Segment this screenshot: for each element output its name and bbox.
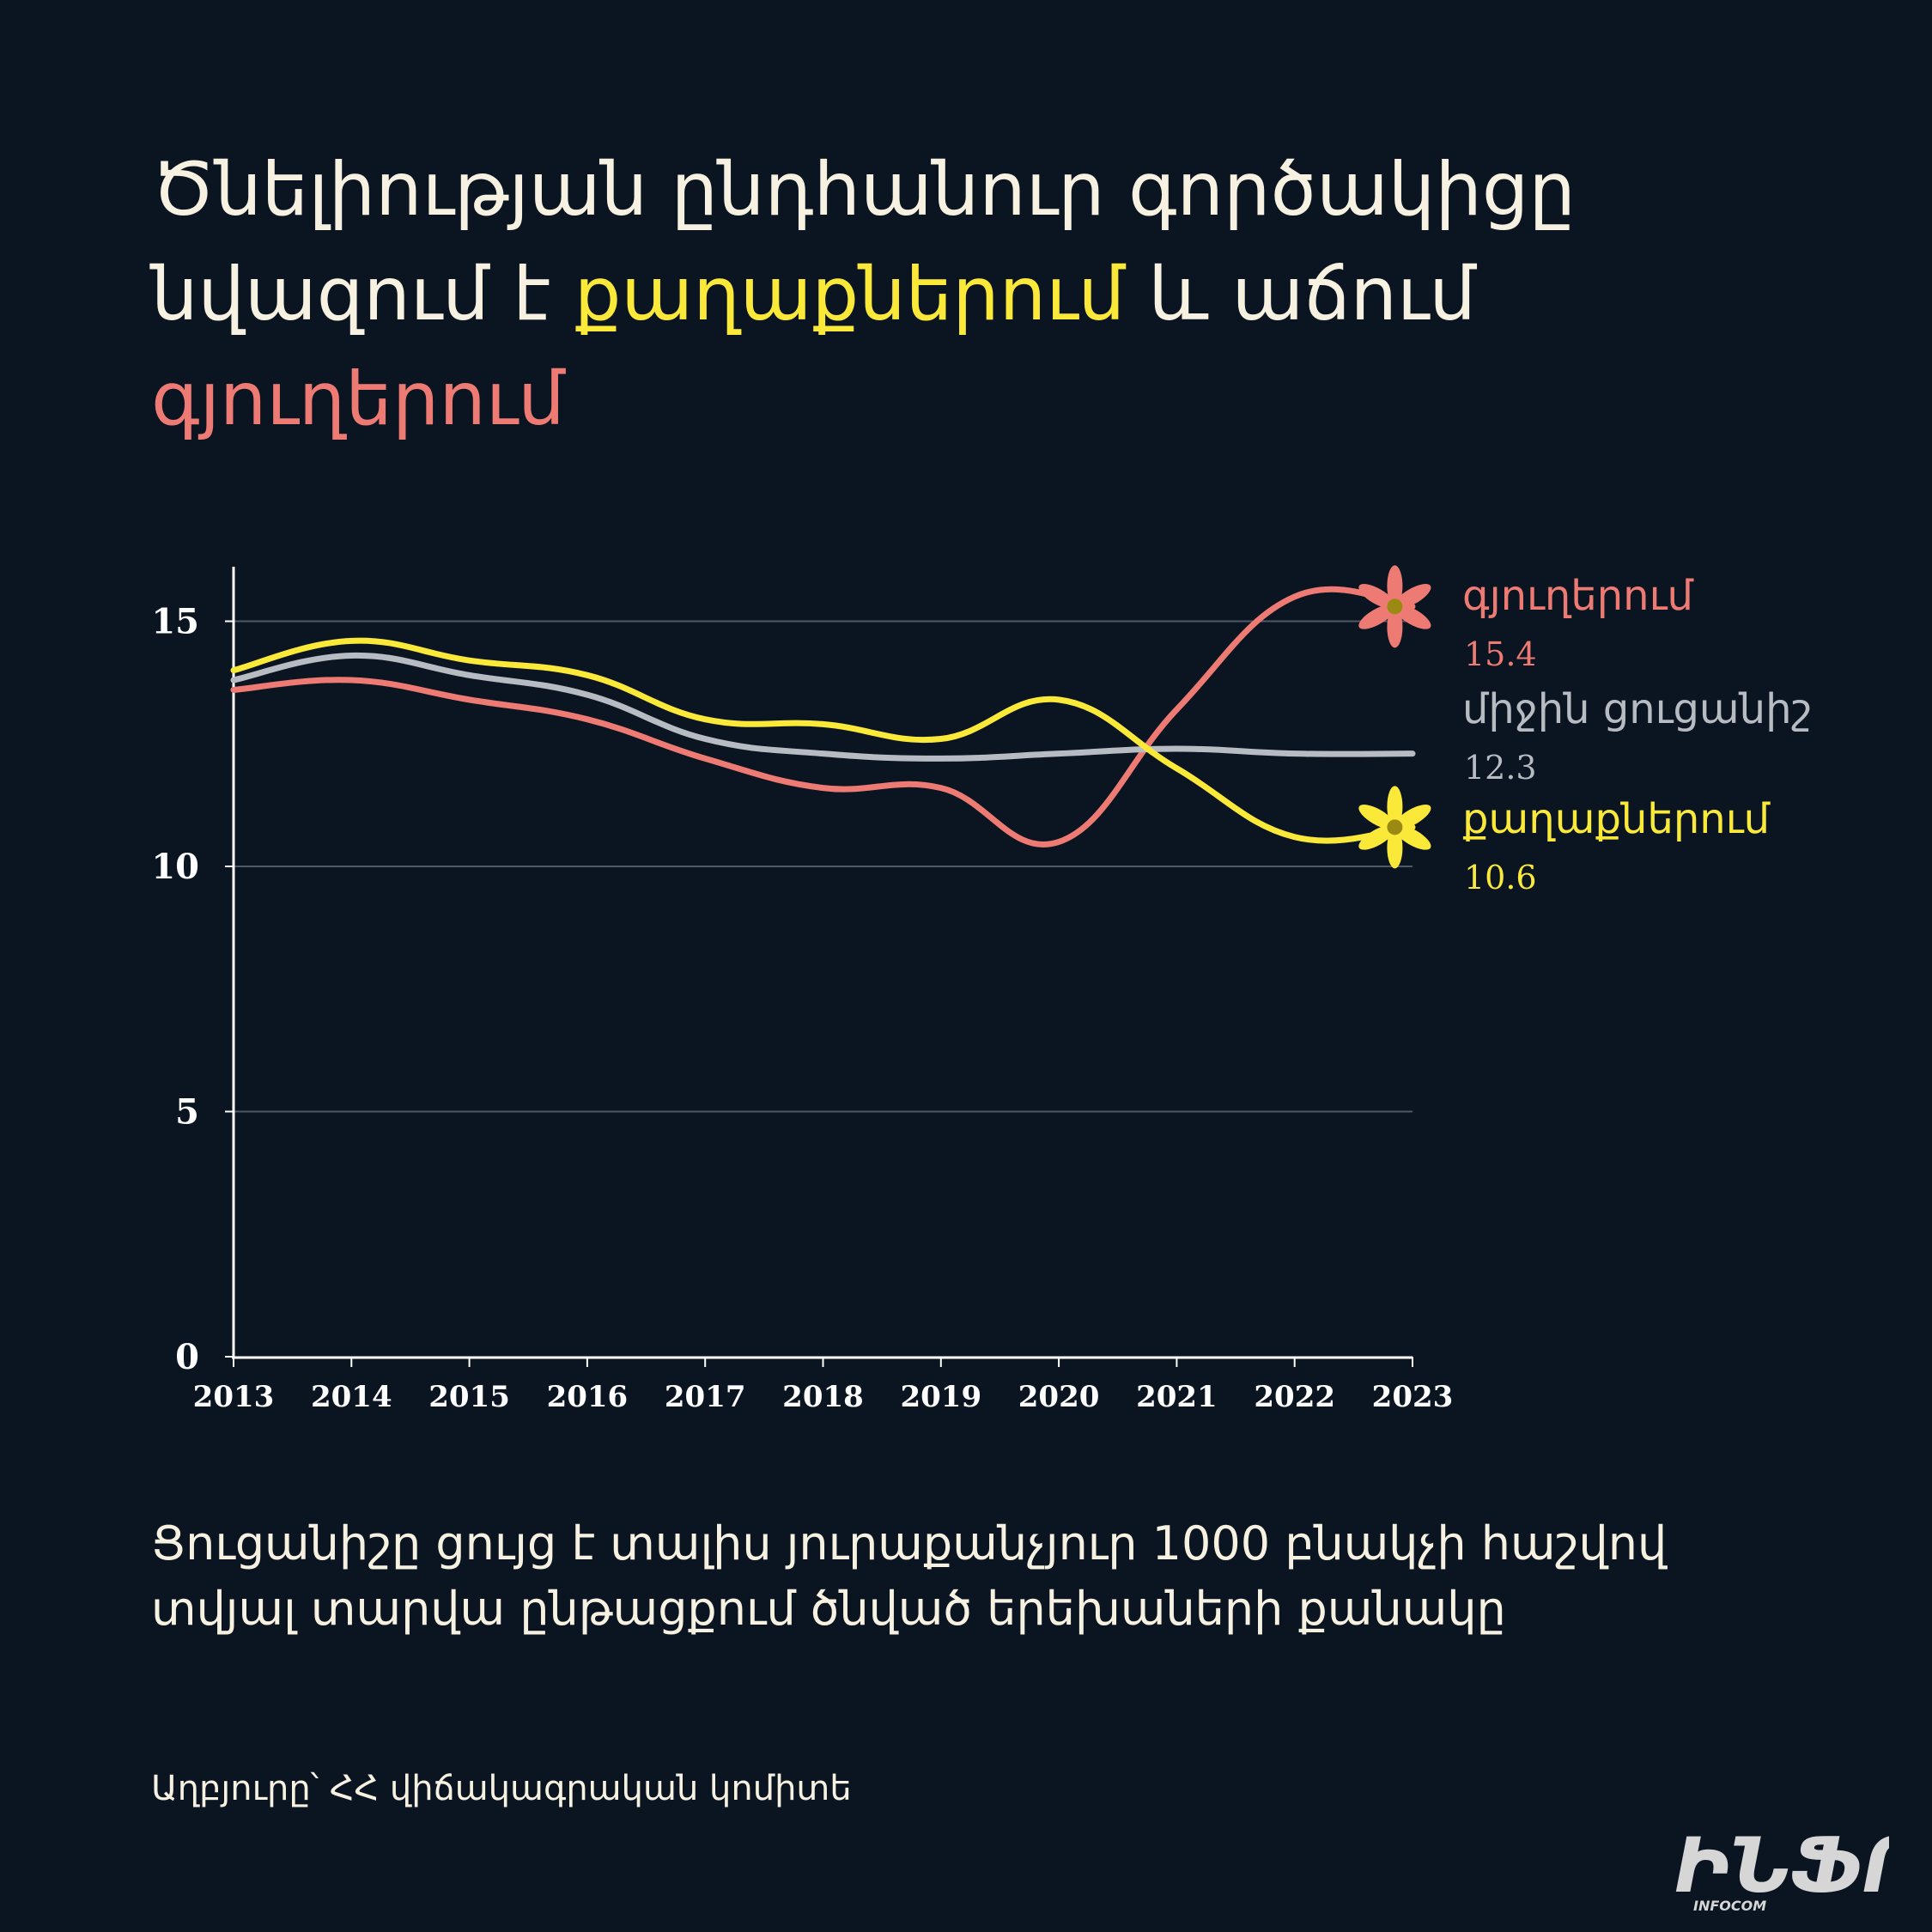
flower-petal [1358,805,1395,829]
y-tick-label: 15 [151,602,199,642]
x-tick-label: 2019 [900,1380,981,1408]
x-tick-label: 2014 [311,1380,392,1408]
source-text: Աղբյուրը՝ ՀՀ վիճակագրական կոմիտե [151,1769,852,1808]
flower-petal [1387,565,1403,607]
flower-petal [1387,827,1403,869]
chart-note: Ցուցանիշը ցույց է տալիս յուրաքանչյուր 10… [151,1511,1783,1642]
x-tick-label: 2013 [193,1380,275,1408]
flower-petal [1394,825,1431,850]
note-line-1: Ցուցանիշը ցույց է տալիս յուրաքանչյուր 10… [151,1516,1668,1571]
y-tick-label: 5 [175,1092,199,1133]
logo-text: ԻՆՖՈ [1674,1825,1889,1910]
flower-petal [1394,805,1431,829]
series-value-label: 12.3 [1464,749,1537,787]
series-value-label: 10.6 [1464,859,1537,896]
series-name-label: գյուղերում [1462,572,1694,620]
x-tick-label: 2017 [665,1380,746,1408]
flower-petal [1394,584,1431,609]
title-line-2-prefix: նվազում է [151,252,574,337]
series-value-label: 15.4 [1464,635,1537,673]
infocom-logo: ԻՆՖՈ INFOCOM [1674,1825,1889,1914]
flower-center [1387,819,1403,835]
x-tick-label: 2021 [1136,1380,1218,1408]
x-tick-label: 2016 [547,1380,629,1408]
flower-petal [1394,605,1431,629]
series-line-2 [230,637,1416,844]
series-name-label: միջին ցուցանիշ [1462,685,1812,733]
flower-petal [1387,786,1403,828]
flower-petal [1358,825,1395,850]
flower-center [1387,598,1403,615]
flower-petal [1387,606,1403,648]
series-line-1 [230,652,1416,762]
title-highlight-cities: քաղաքներում [574,252,1126,337]
title-line-2-mid: և աճում [1125,252,1476,337]
flower-petal [1358,584,1395,609]
series-line-0 [230,586,1416,848]
end-marker-0 [1358,565,1431,648]
x-tick-label: 2023 [1372,1380,1454,1408]
x-tick-label: 2018 [782,1380,864,1408]
x-tick-label: 2022 [1254,1380,1335,1408]
logo-subtext: INFOCOM [1693,1898,1766,1914]
line-chart: 0 5 10 15 2013 2014 2015 2016 2017 2018 2019 2020 20… [151,565,1812,1408]
x-tick-label: 2015 [428,1380,510,1408]
y-tick-label: 10 [151,847,199,887]
series-name-label: քաղաքներում [1462,795,1771,843]
title-highlight-villages: գյուղերում [151,356,565,442]
chart-title: Ծնելիության ընդհանուր գործակիցը նվազում … [151,137,1826,452]
y-tick-label: 0 [175,1337,199,1377]
flower-petal [1358,605,1395,629]
note-line-2: տվյալ տարվա ընթացքում ծնված երեխաների քա… [151,1582,1506,1636]
x-tick-label: 2020 [1018,1380,1100,1408]
title-line-1: Ծնելիության ընդհանուր գործակիցը [151,147,1576,233]
end-marker-2 [1358,786,1431,869]
